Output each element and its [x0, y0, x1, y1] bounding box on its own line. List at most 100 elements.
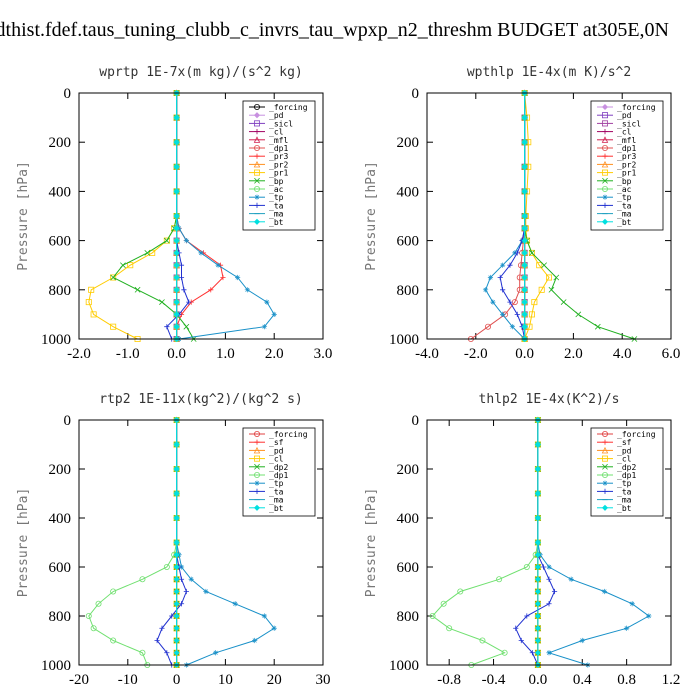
data-point	[159, 299, 165, 305]
x-tick-label: 10	[218, 672, 233, 688]
legend-marker	[602, 480, 608, 486]
data-point	[521, 286, 528, 293]
data-point	[173, 323, 180, 330]
series-pr3	[174, 90, 226, 342]
series-line	[431, 420, 539, 666]
legend-label: _sf	[269, 438, 284, 447]
series-bp	[110, 90, 197, 342]
legend-label: _pr3	[617, 152, 636, 161]
data-point	[85, 613, 92, 620]
legend-marker	[601, 504, 609, 511]
data-point	[163, 237, 170, 244]
legend-marker	[253, 218, 261, 225]
legend-marker	[602, 153, 608, 159]
data-point	[127, 262, 134, 269]
data-point	[534, 441, 541, 448]
data-point	[541, 262, 548, 269]
legend-marker	[602, 471, 609, 478]
data-point	[521, 212, 528, 220]
legend: _forcing_pd_sicl_cl_mfl_dp1_pr3_pr2_pr1_…	[590, 100, 664, 231]
data-point	[208, 287, 214, 293]
legend-label: _pr1	[617, 169, 636, 178]
data-point	[440, 600, 447, 607]
legend-marker	[253, 446, 261, 454]
data-point	[534, 612, 541, 620]
data-point	[163, 237, 170, 244]
data-point	[534, 588, 541, 595]
data-point	[110, 637, 117, 644]
legend-label: _cl	[269, 455, 284, 464]
legend-label: _sf	[617, 438, 632, 447]
data-point	[521, 249, 528, 256]
x-tick-label: 6.0	[662, 346, 681, 362]
legend-label: _forcing	[617, 430, 656, 439]
series-line	[88, 93, 178, 340]
y-tick-label: 600	[49, 234, 72, 250]
chart-panel-2: wpthlp 1E-4x(m K)/s^2 Pressure [hPa] 0 200 4…	[364, 65, 680, 362]
data-point	[521, 311, 528, 318]
y-tick-label: 800	[397, 609, 420, 625]
data-point	[501, 649, 508, 656]
data-point	[646, 613, 652, 619]
x-tick-label: 0	[173, 672, 181, 688]
legend-label: _forcing	[269, 103, 308, 112]
data-point	[134, 286, 141, 293]
series-line	[176, 93, 224, 339]
data-point	[513, 625, 519, 631]
data-point	[173, 490, 180, 497]
legend-label: _pd	[617, 446, 632, 455]
plot-frame	[78, 419, 324, 666]
legend-marker	[601, 446, 609, 454]
legend-marker	[253, 455, 260, 462]
data-point	[264, 299, 270, 305]
data-point	[110, 588, 117, 595]
data-point	[553, 274, 560, 281]
data-point	[534, 625, 541, 632]
data-point	[521, 274, 528, 281]
data-point	[529, 650, 535, 656]
data-point	[521, 237, 528, 244]
plot-frame	[78, 92, 324, 340]
legend-marker	[602, 169, 609, 176]
legend-label: _tp	[269, 193, 284, 202]
series-bt	[534, 416, 541, 669]
legend-marker	[601, 160, 609, 168]
legend-label: _pr3	[269, 152, 288, 161]
data-point	[534, 649, 541, 656]
data-point	[173, 274, 180, 281]
series-pr1	[85, 90, 180, 342]
data-point	[534, 539, 541, 546]
legend-label: _ta	[269, 487, 284, 496]
data-point	[173, 311, 180, 318]
x-tick-label: 1.2	[662, 672, 681, 688]
data-point	[173, 649, 180, 656]
legend-label: _tp	[617, 193, 632, 202]
y-tick-label: 400	[49, 511, 72, 527]
x-tick-label: -10	[118, 672, 138, 688]
x-tick-label: 2.0	[265, 346, 284, 362]
legend-marker	[253, 104, 260, 111]
data-point	[271, 311, 277, 317]
data-point	[518, 637, 524, 644]
series-line	[112, 93, 195, 340]
data-point	[154, 637, 160, 644]
legend-label: _pd	[617, 111, 632, 120]
data-point	[183, 238, 189, 244]
legend-label: _ta	[617, 487, 632, 496]
x-tick-label: 20	[267, 672, 282, 688]
chart-title: wpthlp 1E-4x(m K)/s^2	[467, 65, 631, 80]
data-point	[521, 188, 528, 195]
data-point	[523, 564, 530, 571]
data-point	[521, 163, 528, 170]
series-dp1	[467, 90, 528, 342]
data-point	[546, 601, 552, 607]
legend-marker	[254, 488, 260, 494]
data-point	[497, 274, 503, 281]
legend-label: _bt	[269, 504, 284, 513]
x-tick-label: 0.8	[617, 672, 636, 688]
data-point	[490, 299, 496, 305]
data-point	[173, 237, 180, 244]
data-point	[528, 311, 535, 318]
legend-marker	[602, 463, 608, 470]
legend: _forcing_pd_sicl_cl_mfl_dp1_pr3_pr2_pr1_…	[242, 100, 316, 231]
